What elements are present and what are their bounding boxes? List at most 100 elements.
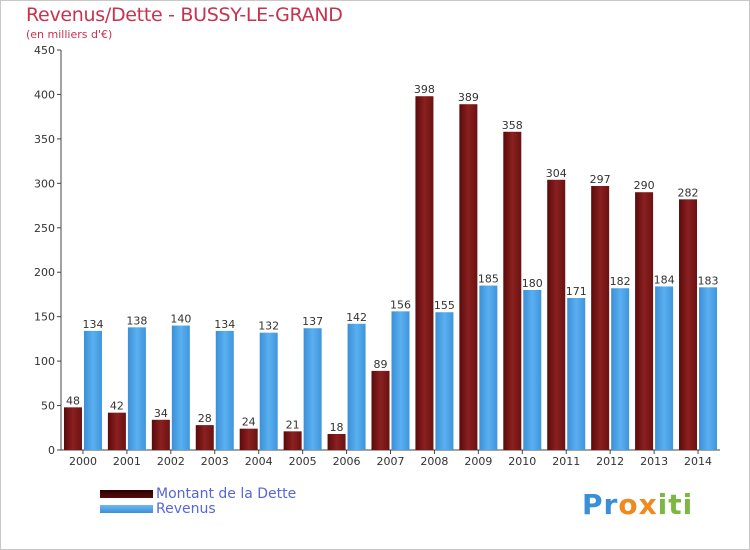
y-tick-label: 50	[41, 400, 55, 413]
y-tick-label: 0	[48, 444, 55, 457]
legend-swatch-debt	[100, 489, 153, 498]
data-label-debt: 89	[374, 358, 388, 371]
bar-revenue	[215, 330, 234, 450]
x-tick-label: 2011	[552, 455, 580, 468]
chart-legend: Montant de la Dette Revenus	[100, 485, 297, 517]
data-label-revenue: 137	[302, 315, 323, 328]
data-label-debt: 34	[154, 407, 168, 420]
x-tick-label: 2007	[377, 455, 405, 468]
bar-revenue	[171, 325, 190, 450]
chart-axes: 0 50 100 150 200 250 300 350 400 450 2000 2001 2002 2…	[34, 44, 720, 468]
data-label-debt: 21	[286, 418, 300, 431]
x-tick-label: 2009	[464, 455, 492, 468]
bar-debt	[679, 199, 698, 450]
data-label-revenue: 140	[170, 313, 191, 326]
legend-item-debt: Montant de la Dette	[100, 485, 297, 502]
chart-title: Revenus/Dette - BUSSY-LE-GRAND	[26, 4, 343, 26]
y-tick-label: 350	[34, 133, 55, 146]
x-tick-label: 2012	[596, 455, 624, 468]
data-label-debt: 28	[198, 412, 212, 425]
x-tick-label: 2002	[157, 455, 185, 468]
x-tick-label: 2013	[640, 455, 668, 468]
data-label-revenue: 182	[610, 275, 631, 288]
data-label-revenue: 171	[566, 285, 587, 298]
bar-revenue	[303, 328, 322, 450]
bar-revenue	[699, 287, 718, 450]
bar-debt	[63, 407, 82, 450]
data-label-revenue: 155	[434, 299, 455, 312]
x-tick-label: 2005	[289, 455, 317, 468]
bar-debt	[415, 96, 434, 450]
y-tick-label: 450	[34, 44, 55, 57]
x-tick-label: 2000	[69, 455, 97, 468]
chart-subtitle: (en milliers d'€)	[26, 28, 113, 41]
data-label-revenue: 183	[698, 274, 719, 287]
data-label-debt: 48	[66, 394, 80, 407]
x-tick-label: 2006	[333, 455, 361, 468]
bar-debt	[547, 179, 566, 450]
bar-debt	[591, 186, 610, 450]
chart-bars	[63, 96, 718, 450]
proxiti-logo: Proxiti	[582, 488, 693, 521]
x-tick-label: 2014	[684, 455, 712, 468]
logo-part-2: o	[618, 488, 639, 521]
x-tick-label: 2008	[420, 455, 448, 468]
data-label-debt: 297	[590, 173, 611, 186]
data-label-revenue: 184	[654, 273, 675, 286]
legend-item-revenue: Revenus	[100, 501, 296, 517]
y-tick-label: 150	[34, 311, 55, 324]
y-tick-label: 250	[34, 222, 55, 235]
y-tick-label: 300	[34, 177, 55, 190]
chart-labels: 48 134 42 138 34 140 28 134 24 132 21 137 18 142 89 156…	[66, 83, 719, 434]
bar-debt	[151, 419, 170, 450]
legend-label-debt: Montant de la Dette	[156, 485, 297, 502]
bar-revenue	[611, 288, 630, 450]
bar-revenue	[259, 332, 278, 450]
logo-part-5: ti	[668, 488, 694, 521]
data-label-revenue: 138	[126, 314, 147, 327]
data-label-debt: 358	[502, 119, 523, 132]
x-tick-label: 2003	[201, 455, 229, 468]
data-label-debt: 282	[678, 186, 699, 199]
bar-debt	[503, 131, 522, 450]
data-label-revenue: 142	[346, 311, 367, 324]
data-label-debt: 304	[546, 167, 567, 180]
x-tick-label: 2004	[245, 455, 273, 468]
bar-debt	[327, 434, 346, 450]
bar-debt	[635, 192, 654, 450]
bar-debt	[239, 428, 258, 450]
data-label-debt: 389	[458, 91, 479, 104]
data-label-debt: 24	[242, 416, 256, 429]
data-label-debt: 290	[634, 179, 655, 192]
data-label-debt: 18	[330, 421, 344, 434]
data-label-revenue: 134	[214, 318, 235, 331]
bar-revenue	[83, 330, 102, 450]
x-tick-label: 2001	[113, 455, 141, 468]
logo-part-4: i	[657, 488, 669, 521]
data-label-debt: 42	[110, 400, 124, 413]
logo-part-1: Pr	[582, 488, 619, 521]
bar-revenue	[567, 298, 586, 450]
bar-revenue	[435, 312, 454, 450]
bar-debt	[371, 370, 390, 450]
data-label-revenue: 185	[478, 273, 499, 286]
bar-revenue	[523, 290, 542, 450]
y-tick-label: 100	[34, 355, 55, 368]
y-tick-label: 400	[34, 88, 55, 101]
bar-revenue	[655, 286, 674, 450]
bar-revenue	[479, 285, 498, 450]
bar-revenue	[347, 323, 366, 450]
data-label-revenue: 134	[82, 318, 103, 331]
data-label-revenue: 156	[390, 298, 411, 311]
data-label-revenue: 180	[522, 277, 543, 290]
data-label-debt: 398	[414, 83, 435, 96]
legend-swatch-revenue	[100, 504, 153, 513]
logo-part-3: x	[638, 488, 658, 521]
x-tick-label: 2010	[508, 455, 536, 468]
bar-debt	[195, 425, 214, 450]
bar-revenue	[391, 311, 410, 450]
y-tick-label: 200	[34, 266, 55, 279]
bar-debt	[459, 104, 478, 450]
